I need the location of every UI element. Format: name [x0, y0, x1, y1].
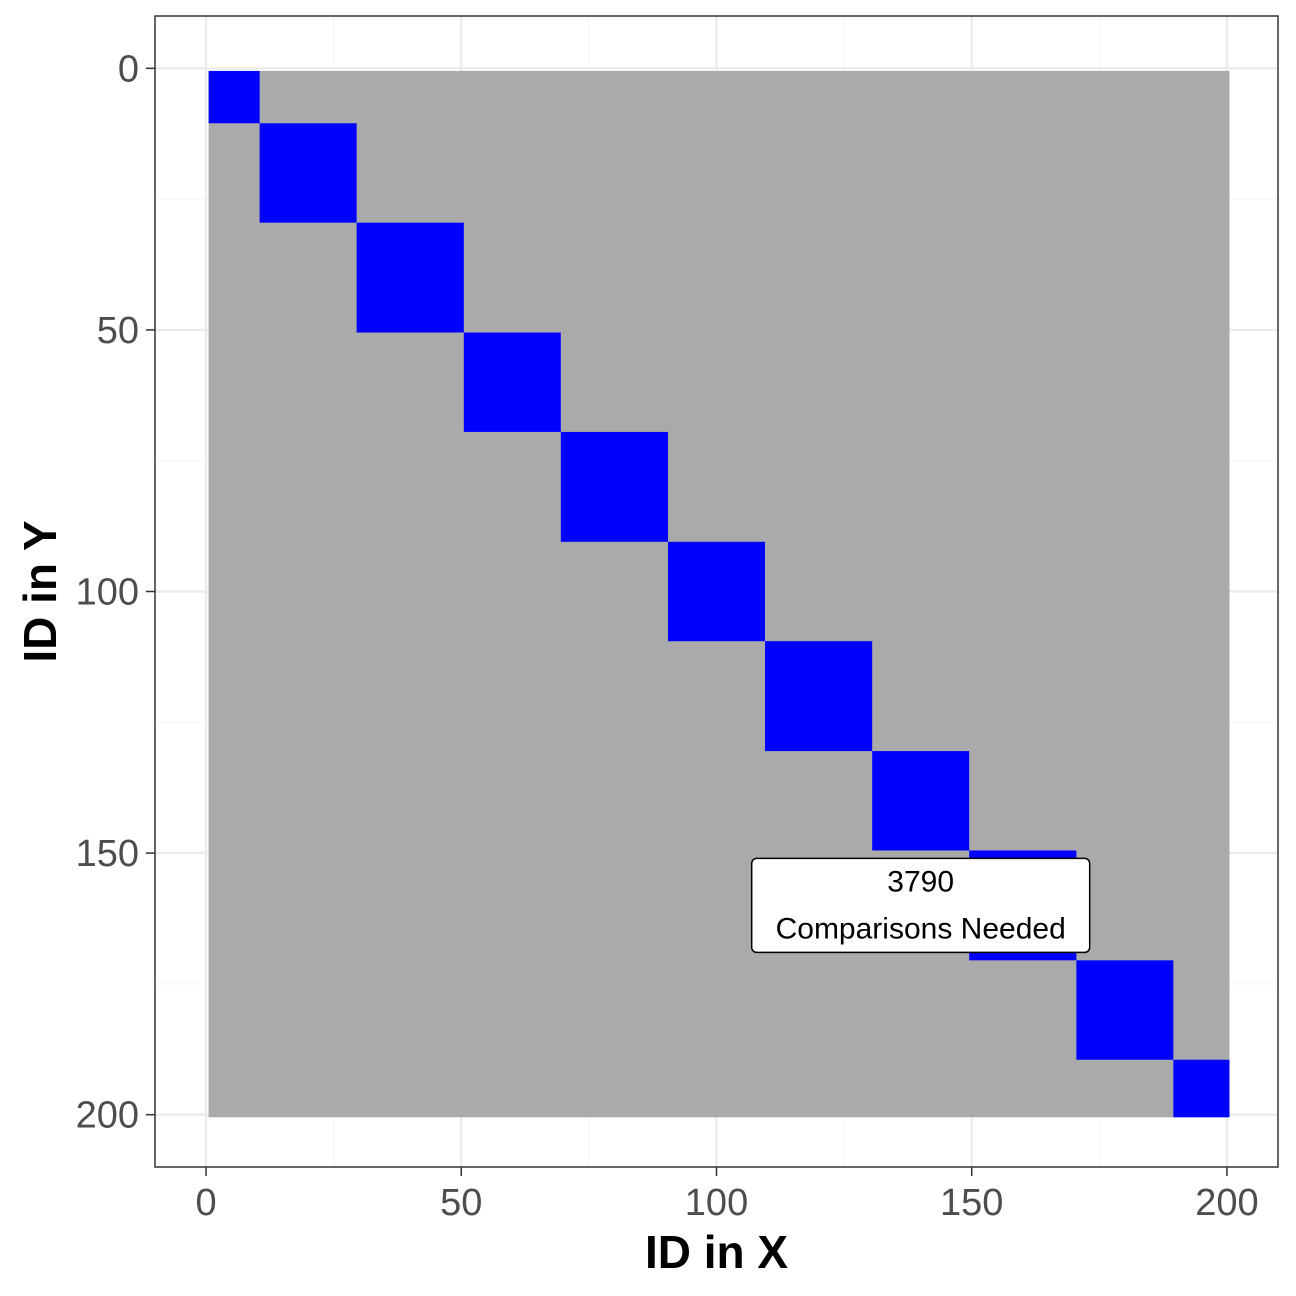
y-tick-label: 0 [118, 48, 139, 90]
cells [208, 70, 1230, 1118]
x-axis-title: ID in X [645, 1226, 788, 1278]
heatmap-block-10 [1173, 1059, 1230, 1118]
y-axis: 0 50 100 150 200 [76, 48, 155, 1137]
y-tick-label: 150 [76, 833, 139, 875]
heatmap-block-0 [208, 70, 260, 124]
heatmap-block-5 [668, 541, 765, 642]
x-tick-label: 50 [440, 1182, 482, 1224]
x-tick-label: 150 [940, 1182, 1003, 1224]
x-tick-label: 0 [195, 1182, 216, 1224]
heatmap-block-4 [560, 431, 669, 542]
heatmap-block-2 [356, 222, 464, 333]
y-tick-label: 50 [97, 310, 139, 352]
annotation-box [750, 857, 1091, 954]
x-axis: 0 50 100 150 200 [195, 1167, 1259, 1224]
heatmap-block-1 [259, 123, 357, 223]
heatmap-block-6 [764, 641, 873, 752]
heatmap-block-3 [463, 332, 561, 432]
x-tick-label: 200 [1195, 1182, 1258, 1224]
annotation-line-0: 3790 [887, 865, 954, 898]
y-tick-label: 200 [76, 1095, 139, 1137]
annotation: 3790 Comparisons Needed [750, 857, 1091, 954]
annotation-line-1: Comparisons Needed [776, 912, 1066, 945]
y-axis-title: ID in Y [14, 520, 66, 662]
x-tick-label: 100 [685, 1182, 748, 1224]
y-tick-label: 100 [76, 572, 139, 614]
heatmap-block-9 [1076, 960, 1174, 1060]
heatmap-block-7 [872, 751, 970, 851]
